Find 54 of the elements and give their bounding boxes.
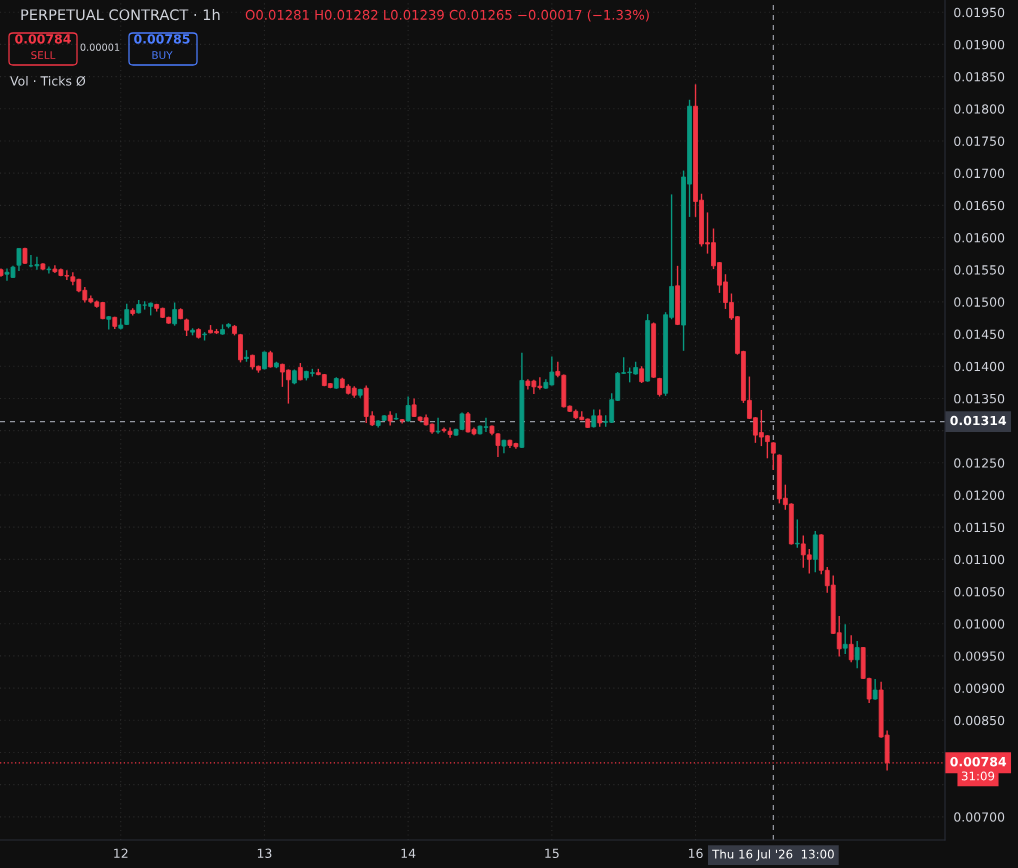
candlestick <box>16 247 22 272</box>
annotation: 0.00785 <box>134 34 190 44</box>
text: 31:09 <box>961 771 995 781</box>
candlestick <box>46 265 52 275</box>
ref-line-label: 0.00784 <box>950 756 1007 767</box>
y-tick-label: 0.00700 <box>954 812 1005 822</box>
y-tick-label: 0.01600 <box>954 232 1005 243</box>
candlestick <box>405 395 411 423</box>
y-tick-label: 0.01900 <box>954 39 1005 50</box>
candlestick <box>842 623 848 655</box>
y-tick-label: 0.01250 <box>954 458 1005 468</box>
candlestick <box>393 412 399 421</box>
y-tick-label: 0.00850 <box>954 715 1005 726</box>
y-tick-label: 0.01850 <box>954 72 1005 82</box>
x-tick-label: 16 <box>688 848 703 859</box>
candlestick <box>848 634 854 664</box>
y-tick-label: 0.01000 <box>954 619 1005 629</box>
annotation: 0.00784 <box>15 34 71 44</box>
candlestick <box>872 678 878 701</box>
text: PERPETUAL CONTRACT · 1h <box>21 8 220 21</box>
annotation: O0.01281 H0.01282 L0.01239 C0.01265 −0.00017 (−1.33%) <box>245 9 649 22</box>
candlestick <box>794 518 800 549</box>
y-tick-label: 0.01200 <box>954 490 1005 500</box>
ref-line-label: Thu 16 Jul '26 13:00 <box>712 849 834 861</box>
annotation: Vol · Ticks Ø <box>10 75 86 86</box>
y-tick-label: 0.01050 <box>954 587 1005 597</box>
x-tick-label: 15 <box>545 848 559 859</box>
y-tick-label: 0.01350 <box>954 393 1005 404</box>
y-tick-label: 0.00950 <box>954 651 1005 661</box>
candlestick <box>854 640 860 669</box>
annotation: SELL <box>31 51 56 60</box>
x-tick-label: 14 <box>401 848 416 858</box>
y-tick-label: 0.01750 <box>954 136 1005 146</box>
candlestick <box>172 301 178 327</box>
candlestick <box>770 441 776 471</box>
x-tick-label: 13 <box>257 848 272 859</box>
annotation: 0.00001 <box>80 43 120 51</box>
y-tick-label: 0.01450 <box>954 329 1005 339</box>
annotation: BUY <box>152 51 173 60</box>
ref-line-label: 0.01314 <box>950 415 1007 426</box>
y-tick-label: 0.01650 <box>954 200 1005 211</box>
y-tick-label: 0.01500 <box>954 297 1005 307</box>
y-tick-label: 0.01100 <box>954 554 1005 565</box>
candlestick <box>441 426 447 434</box>
x-tick-label: 12 <box>114 848 128 858</box>
candlestick <box>435 417 441 435</box>
y-tick-label: 0.01800 <box>954 104 1005 114</box>
y-tick-label: 0.01700 <box>954 168 1005 179</box>
y-tick-label: 0.00900 <box>954 683 1005 694</box>
y-tick-label: 0.01150 <box>954 522 1005 533</box>
candlestick <box>447 426 453 439</box>
y-tick-label: 0.01550 <box>954 265 1005 275</box>
y-tick-label: 0.01400 <box>954 361 1005 372</box>
y-tick-label: 0.01950 <box>954 7 1005 18</box>
